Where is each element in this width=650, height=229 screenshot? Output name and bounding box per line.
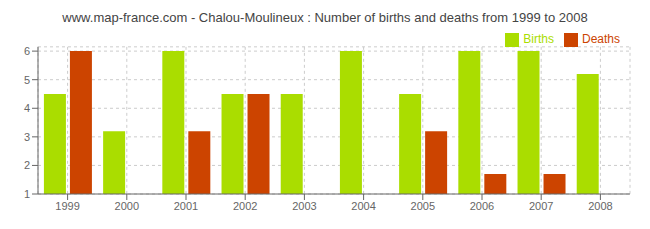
html-text:Deaths: Deaths: [582, 32, 620, 46]
svg-text:2000: 2000: [115, 200, 139, 212]
svg-text:2005: 2005: [411, 200, 435, 212]
svg-text:4: 4: [24, 102, 30, 114]
svg-text:2001: 2001: [174, 200, 198, 212]
svg-text:5: 5: [24, 74, 30, 86]
html-text:www.map-france.com - Chalou-Mo: www.map-france.com - Chalou-Moulineux : …: [62, 10, 588, 25]
svg-text:6: 6: [24, 45, 30, 57]
svg-text:2006: 2006: [470, 200, 494, 212]
svg-text:2007: 2007: [529, 200, 553, 212]
svg-text:2002: 2002: [233, 200, 257, 212]
svg-text:2008: 2008: [588, 200, 612, 212]
svg-text:1999: 1999: [55, 200, 79, 212]
html-text:Births: Births: [523, 32, 554, 46]
svg-text:2003: 2003: [292, 200, 316, 212]
svg-text:2: 2: [24, 159, 30, 171]
svg-text:1: 1: [24, 188, 30, 200]
svg-text:3: 3: [24, 131, 30, 143]
svg-text:2004: 2004: [351, 200, 375, 212]
